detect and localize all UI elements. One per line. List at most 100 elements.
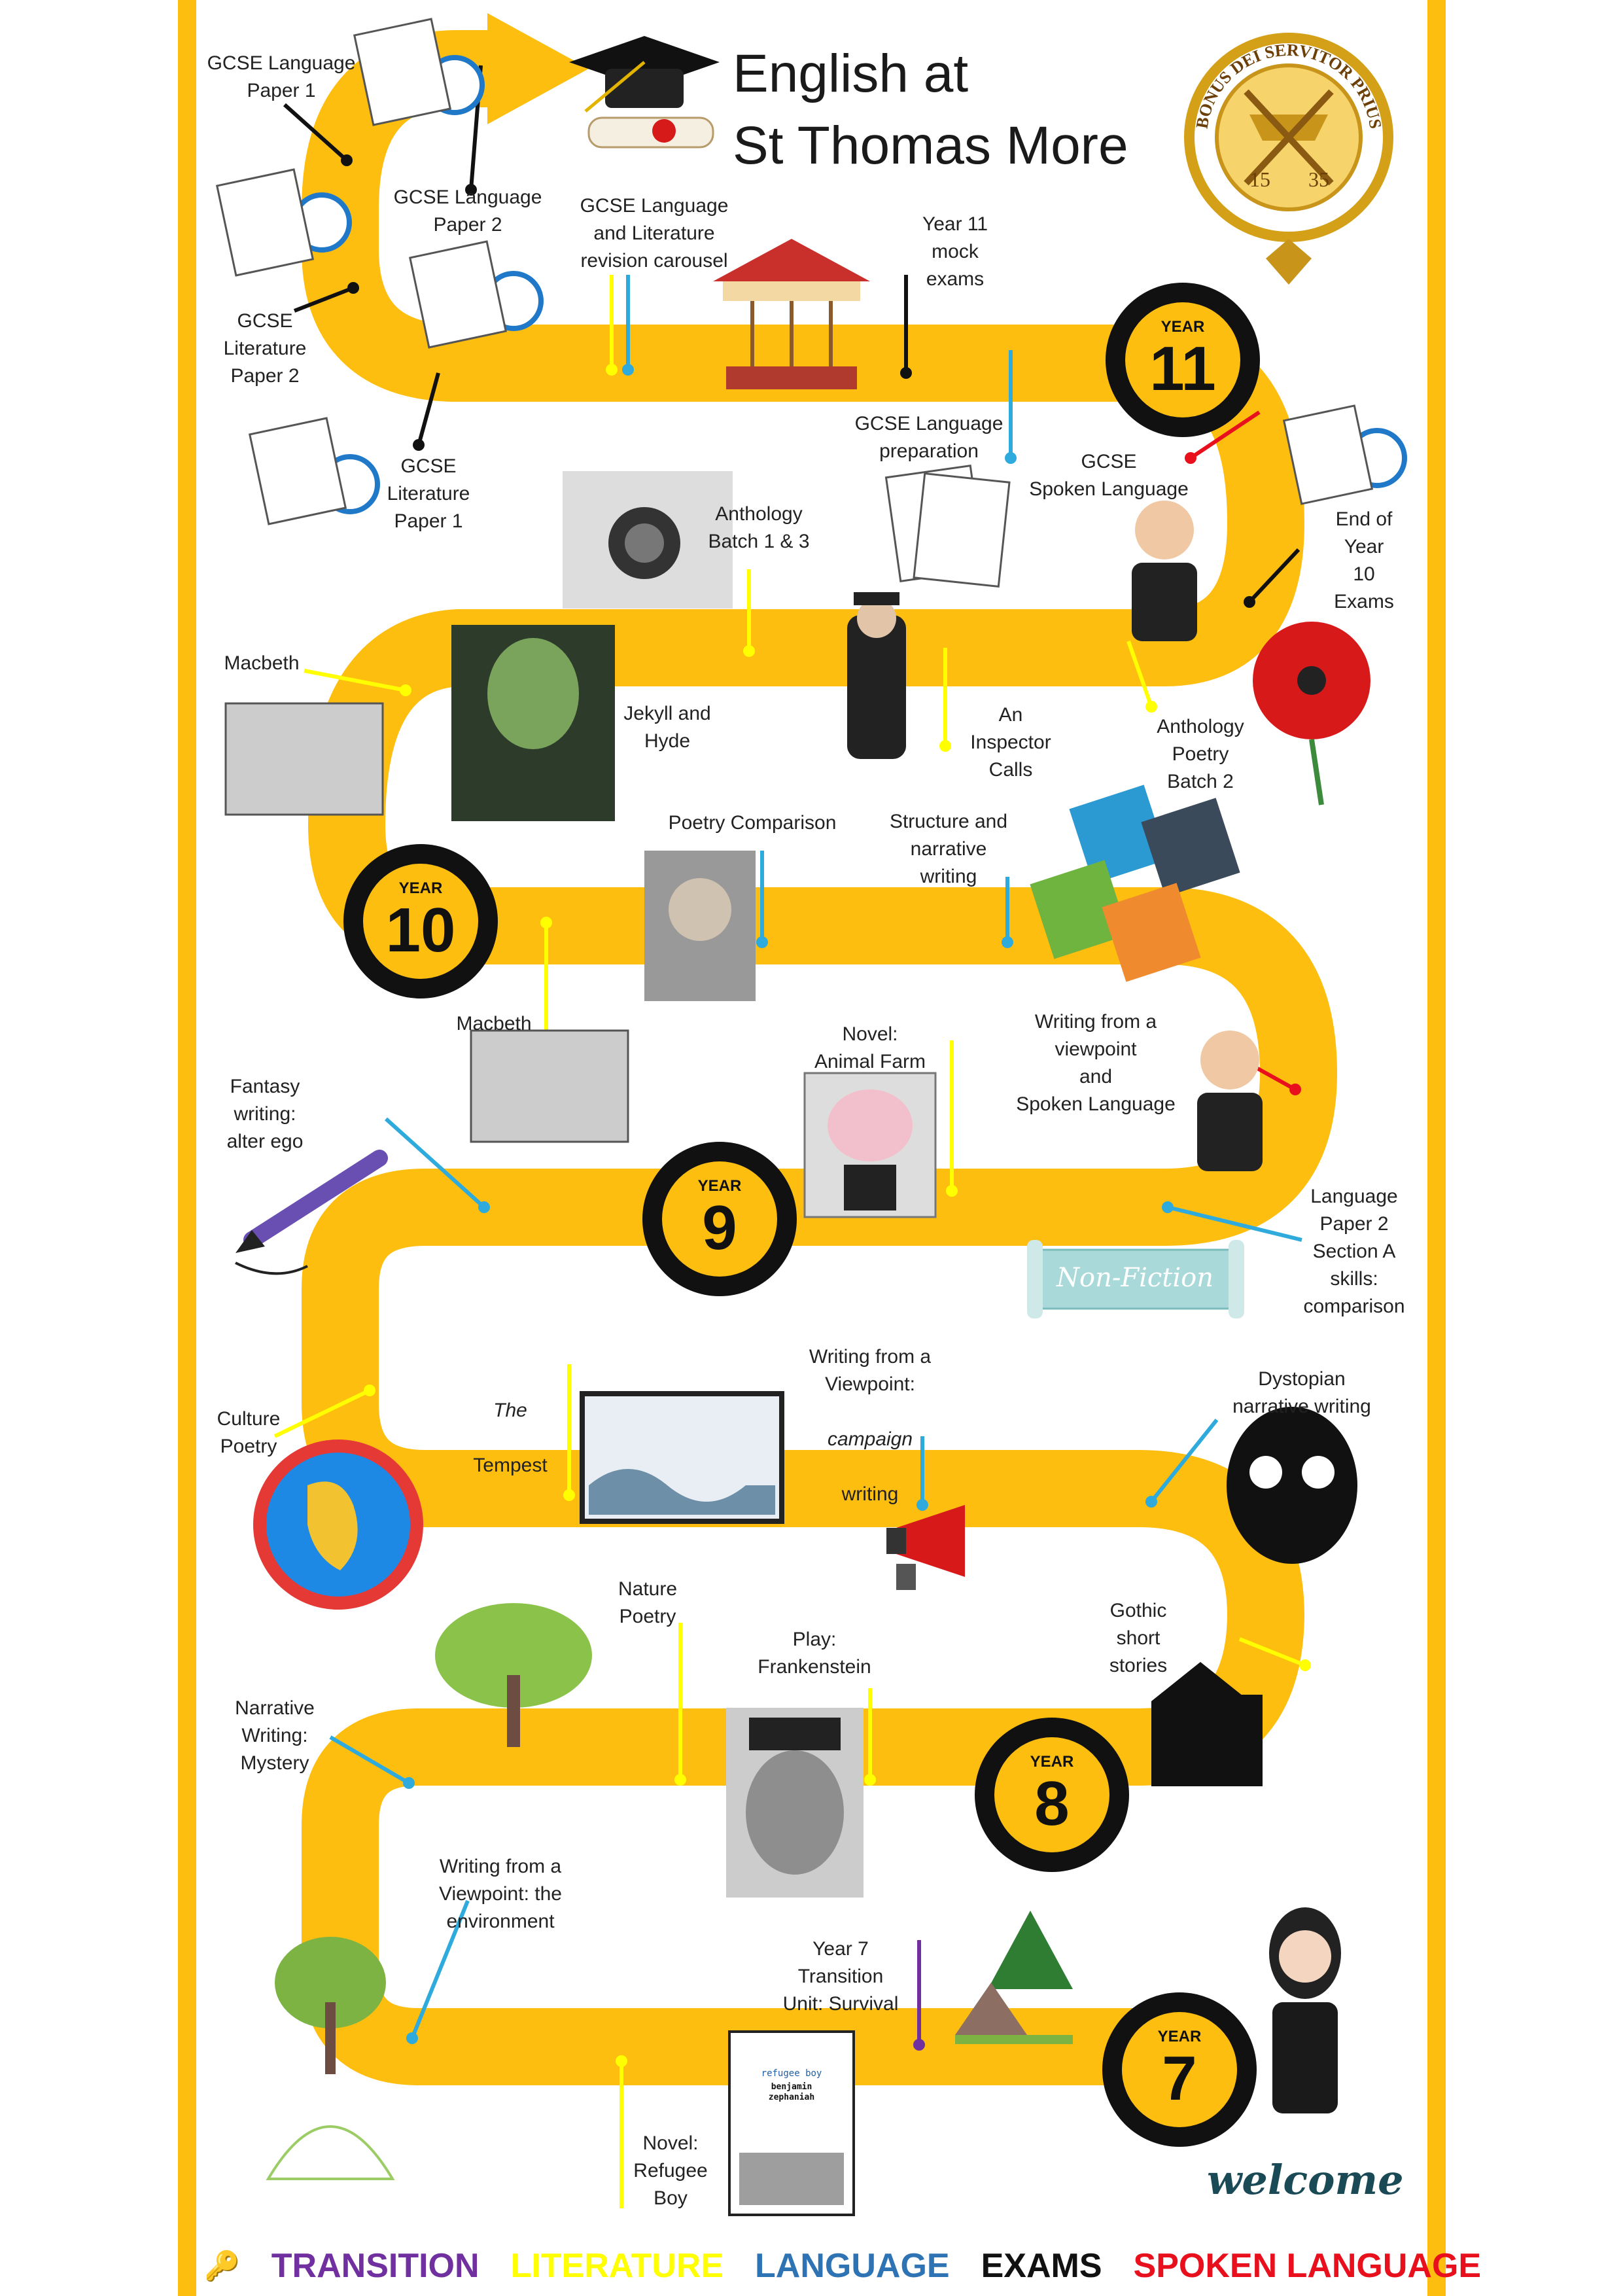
label-language-paper-2-section-a: Language Paper 2 Section A skills: compa… (1303, 1186, 1405, 1317)
label-macbeth-y9: Macbeth (456, 1013, 532, 1034)
label-jekyll-and-hyde: Jekyll and Hyde (623, 703, 711, 752)
book-cover-title: refugee boy (761, 2068, 822, 2079)
label-viewpoint-environment: Writing from a Viewpoint: the environmen… (439, 1856, 562, 1932)
connector-dot (413, 439, 425, 451)
school-crest-logo: 15 35 BONUS DEI SERVITOR PRIUS (1184, 33, 1393, 285)
connector-dot (1289, 1084, 1301, 1095)
connector-dot (540, 917, 552, 928)
connector-dot (478, 1201, 490, 1213)
witches-icon (224, 702, 629, 1143)
label-the-tempest: The Tempest (458, 1369, 563, 1479)
label-culture-poetry: Culture Poetry (217, 1408, 281, 1457)
label-revision-carousel: GCSE Language and Literature revision ca… (580, 195, 729, 272)
connector-dot (674, 1774, 686, 1786)
label-structure-narrative-writing: Structure and narrative writing (889, 811, 1008, 887)
connector-dot (1145, 1496, 1157, 1508)
label-anthology-batch-1-3: Anthology Batch 1 & 3 (708, 503, 810, 552)
poppy-icon (1253, 622, 1370, 805)
connector-dot (563, 1489, 575, 1501)
legend: 🔑 TRANSITION LITERATURE LANGUAGE EXAMS S… (204, 2236, 1481, 2295)
pig-illustration-icon (803, 1072, 937, 1218)
graduation-cap-icon (569, 36, 720, 149)
connector-literature (273, 1388, 371, 1438)
label-poetry-comparison: Poetry Comparison (668, 812, 837, 834)
legend-exams: EXAMS (981, 2247, 1102, 2285)
label-gcse-spoken-language: GCSE Spoken Language (1029, 451, 1189, 500)
haunted-house-icon (1151, 1662, 1263, 1786)
carousel-icon (713, 239, 870, 389)
jekyll-hyde-icon (451, 625, 615, 821)
label-end-of-year-10-exams: End of Year 10 Exams (1334, 508, 1394, 612)
label-gothic-short-stories: Gothic short stories (1109, 1600, 1168, 1676)
legend-transition: TRANSITION (271, 2247, 480, 2285)
connector-dot (616, 2055, 627, 2067)
connector-dot (406, 2032, 418, 2044)
connector-exam (1248, 548, 1300, 604)
globe-icon (253, 1439, 423, 1610)
connector-dot (1162, 1201, 1174, 1213)
legend-spoken-language: SPOKEN LANGUAGE (1133, 2247, 1482, 2285)
connector-dot (864, 1774, 876, 1786)
label-campaign-b: writing (841, 1483, 899, 1505)
connector-spoken (1189, 410, 1261, 460)
connector-dot (1005, 452, 1017, 464)
label-gcse-language-paper-2: GCSE Language Paper 2 (393, 186, 542, 236)
connector-language (329, 1735, 410, 1785)
svg-text:35: 35 (1308, 168, 1329, 191)
connector-language (1167, 1205, 1302, 1242)
label-anthology-poetry-batch-2: Anthology Poetry Batch 2 (1157, 716, 1244, 792)
non-fiction-banner-text: Non-Fiction (1056, 1263, 1214, 1293)
year-badge-11: YEAR 11 (1106, 283, 1260, 437)
connector-dot (465, 184, 477, 196)
tent-trees-icon (955, 1911, 1073, 2044)
label-year-7-transition-unit: Year 7 Transition Unit: Survival (782, 1938, 899, 2015)
page-title: English at St Thomas More (733, 44, 1128, 175)
label-year-11-mock-exams: Year 11 mock exams (922, 213, 988, 290)
label-dystopian-narrative-writing: Dystopian narrative writing (1232, 1368, 1371, 1417)
connector-dot (1244, 596, 1255, 608)
connector-dot (913, 2039, 925, 2051)
puzzle-icon (1030, 785, 1240, 982)
connector-dot (341, 154, 353, 166)
tree-icon (266, 1603, 592, 2180)
soldier-portrait-icon (644, 851, 756, 1001)
year-badge-8: YEAR 8 (975, 1718, 1129, 1872)
connector-dot (1145, 701, 1157, 713)
book-cover-icon (728, 2030, 855, 2216)
label-novel-animal-farm: Novel: Animal Farm (814, 1023, 926, 1072)
connector-dot (403, 1777, 415, 1789)
connector-language (1149, 1419, 1219, 1503)
welcome-text: welcome (1207, 2156, 1404, 2204)
nonfiction-scroll-icon (1027, 1240, 1244, 1318)
pen-icon (235, 1150, 388, 1275)
connector-exam (293, 286, 355, 313)
label-novel-refugee-boy: Novel: Refugee Boy (633, 2132, 708, 2209)
connector-dot (916, 1499, 928, 1511)
label-gcse-literature-paper-2: GCSE Literature Paper 2 (223, 310, 307, 387)
connector-dot (900, 367, 912, 379)
label-play-frankenstein: Play: Frankenstein (758, 1629, 871, 1678)
label-the-tempest-rest: Tempest (473, 1455, 548, 1476)
label-campaign-italic: campaign (827, 1428, 913, 1450)
label-gcse-language-paper-1: GCSE Language Paper 1 (207, 52, 356, 101)
connector-dot (606, 364, 618, 376)
label-gcse-language-preparation: GCSE Language preparation (854, 413, 1003, 462)
connector-literature (1126, 641, 1153, 707)
connector-dot (939, 740, 951, 752)
inspector-icon (847, 592, 906, 759)
svg-text:15: 15 (1249, 168, 1270, 191)
label-campaign-writing: Writing from a Viewpoint: campaign writi… (792, 1316, 949, 1508)
connector-dot (743, 645, 755, 657)
megaphone-icon (886, 1505, 965, 1590)
exam-paper-icon (215, 18, 1374, 525)
connector-dot (347, 282, 359, 294)
businessman-icon (1132, 501, 1263, 1171)
connector-dot (400, 684, 411, 696)
label-campaign-a: Writing from a Viewpoint: (809, 1346, 932, 1395)
road-arrow-head (487, 13, 589, 124)
key-icon: 🔑 (204, 2250, 240, 2282)
connector-language (384, 1117, 486, 1209)
stormy-sea-icon (580, 1391, 784, 1524)
label-the-tempest-italic: The (493, 1400, 527, 1421)
year-badge-10: YEAR 10 (343, 844, 498, 998)
